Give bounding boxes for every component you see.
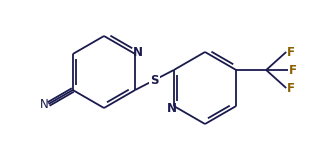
Text: N: N: [40, 98, 49, 112]
Text: N: N: [167, 102, 177, 115]
Text: F: F: [287, 46, 295, 58]
Text: F: F: [289, 63, 297, 76]
Text: F: F: [287, 81, 295, 95]
Text: S: S: [150, 73, 159, 86]
Text: N: N: [133, 46, 143, 58]
